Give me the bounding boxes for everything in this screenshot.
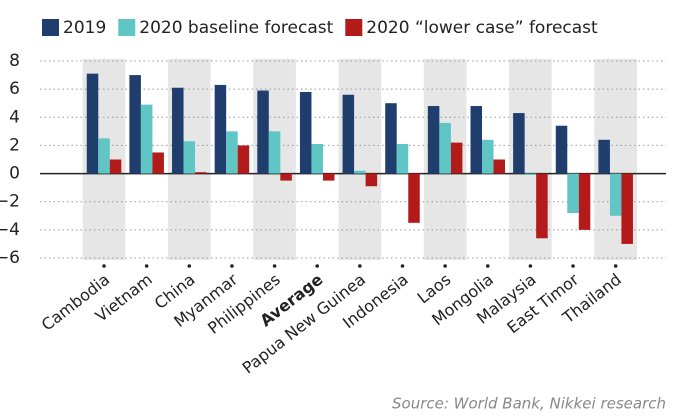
category-dot (443, 264, 447, 268)
bar (609, 173, 622, 216)
bar (385, 103, 397, 174)
category-dot (315, 264, 320, 268)
bar (513, 113, 525, 174)
category-dot (613, 264, 618, 268)
bar (470, 106, 483, 174)
legend-swatch (118, 19, 136, 36)
category-dot (485, 264, 490, 268)
bar (98, 138, 110, 174)
bar (129, 75, 141, 174)
bar (109, 159, 122, 174)
bar (172, 87, 184, 174)
y-tick-label: 4 (9, 107, 20, 127)
bar (183, 141, 196, 174)
bar (311, 144, 323, 174)
bar (342, 94, 355, 174)
bar (365, 173, 378, 187)
category-dot (400, 264, 405, 268)
bar (268, 131, 281, 174)
bar (299, 91, 312, 174)
legend-label: 2020 “lower case” forecast (366, 18, 598, 38)
bar (567, 173, 579, 213)
bar (140, 104, 153, 174)
bar (555, 125, 568, 174)
bar (226, 131, 238, 174)
category-dot (272, 264, 277, 268)
legend-swatch (42, 19, 59, 36)
bar (536, 173, 548, 239)
bar (257, 90, 269, 174)
category-dot (187, 264, 192, 268)
y-tick-label: 2 (9, 135, 20, 155)
category-dot (230, 264, 234, 268)
bar (322, 173, 335, 181)
bar (621, 173, 633, 244)
bar (427, 106, 440, 174)
bar (237, 145, 250, 174)
legend-label: 2020 baseline forecast (139, 18, 333, 38)
bar (408, 173, 420, 223)
source-note: Source: World Bank, Nikkei research (392, 395, 666, 413)
bar (280, 173, 292, 181)
bar (482, 139, 494, 174)
bar (450, 142, 463, 174)
legend-label: 2019 (63, 18, 106, 38)
y-tick-label: 0 (9, 164, 20, 184)
bar (578, 173, 591, 230)
bar (598, 139, 610, 174)
bar (195, 172, 207, 174)
bar (439, 122, 451, 174)
category-dot (571, 264, 575, 268)
category-dot (144, 264, 149, 268)
category-dot (358, 264, 362, 268)
y-tick-label: 8 (9, 51, 20, 71)
bar (524, 173, 537, 175)
bar (493, 159, 506, 174)
y-tick-label: −6 (0, 248, 20, 268)
category-dot (102, 264, 106, 268)
legend-swatch (345, 19, 363, 36)
y-tick-label: −4 (0, 220, 20, 240)
y-tick-label: −2 (0, 192, 20, 212)
bar (152, 152, 164, 174)
y-tick-label: 6 (9, 79, 20, 99)
bar (214, 84, 227, 174)
category-dot (528, 264, 533, 268)
bar (86, 73, 99, 174)
bar (354, 170, 366, 174)
bar (396, 144, 409, 174)
